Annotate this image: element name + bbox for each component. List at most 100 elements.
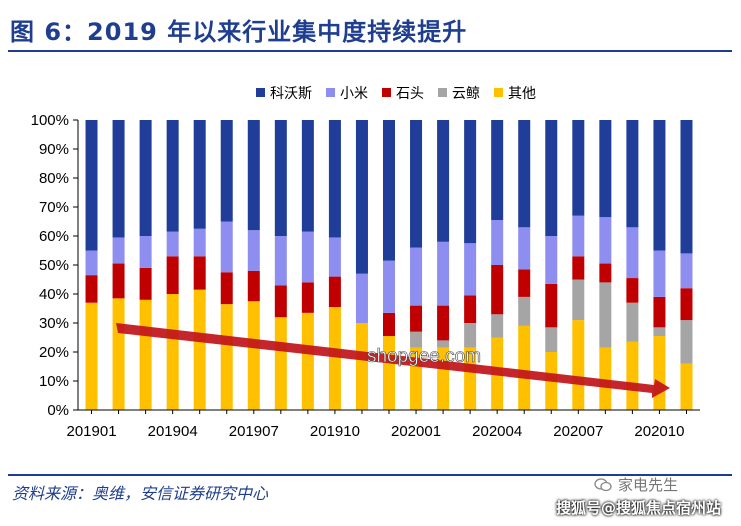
bar-segment xyxy=(193,120,206,229)
bar-segment xyxy=(437,340,450,348)
legend-item: 云鲸 xyxy=(438,86,480,102)
y-tick-label: 70% xyxy=(39,199,69,216)
y-tick-label: 10% xyxy=(39,373,69,390)
bar-segment xyxy=(491,120,504,221)
legend-label: 石头 xyxy=(396,86,424,102)
bar-segment xyxy=(166,256,179,294)
bar-stack-201908 xyxy=(274,120,287,410)
legend-item: 科沃斯 xyxy=(256,86,312,102)
bar-segment xyxy=(166,120,179,232)
bar-segment xyxy=(464,295,477,323)
bar-segment xyxy=(572,256,585,280)
bar-stack-202006 xyxy=(545,120,558,410)
legend-item: 小米 xyxy=(326,86,368,102)
bar-segment xyxy=(220,304,233,410)
x-tick-label: 201910 xyxy=(310,423,360,440)
source-divider xyxy=(8,474,732,476)
bar-segment xyxy=(274,317,287,410)
bar-segment xyxy=(464,243,477,296)
bar-segment xyxy=(518,296,531,326)
legend-swatch xyxy=(438,88,447,97)
bar-stack-201909 xyxy=(301,120,314,410)
bar-segment xyxy=(410,305,423,332)
bar-stack-202009 xyxy=(626,120,639,410)
bar-segment xyxy=(193,256,206,290)
y-tick-label: 30% xyxy=(39,315,69,332)
source-note: 资料来源：奥维，安信证券研究中心 xyxy=(12,484,269,503)
bar-segment xyxy=(599,217,612,264)
bar-stack-201907 xyxy=(247,120,260,410)
bar-stack-202007 xyxy=(572,120,585,410)
legend-swatch xyxy=(326,88,335,97)
bar-segment xyxy=(518,269,531,297)
page-title: 图 6：2019 年以来行业集中度持续提升 xyxy=(10,18,468,46)
legend-label: 云鲸 xyxy=(452,86,480,102)
bar-segment xyxy=(653,296,666,328)
bar-segment xyxy=(355,273,368,323)
bar-stack-201910 xyxy=(328,120,341,410)
bar-segment xyxy=(85,275,98,303)
trend-overlay: shopgee.com xyxy=(116,323,670,398)
bar-segment xyxy=(166,294,179,410)
bar-stack-202008 xyxy=(599,120,612,410)
bar-segment xyxy=(680,288,693,321)
bar-segment xyxy=(112,263,125,299)
bar-segment xyxy=(220,120,233,222)
bar-segment xyxy=(680,363,693,410)
y-tick-label: 60% xyxy=(39,228,69,245)
bar-segment xyxy=(653,336,666,410)
x-tick-label: 202007 xyxy=(553,423,603,440)
x-tick-label: 202001 xyxy=(391,423,441,440)
wechat-watermark: 家电先生 xyxy=(594,474,678,495)
x-axis: 201901 201904 201907 201910 202001 202004 2020… xyxy=(66,409,700,440)
bar-stack-202011 xyxy=(680,120,693,410)
bar-stack-201906 xyxy=(220,120,233,410)
bar-segment xyxy=(545,120,558,236)
bar-segment xyxy=(383,120,395,261)
bar-segment xyxy=(437,241,450,306)
y-tick-label: 40% xyxy=(39,286,69,303)
bar-segment xyxy=(491,265,504,315)
bar-segment xyxy=(464,323,477,348)
bar-segment xyxy=(328,276,341,308)
bar-segment xyxy=(383,260,395,313)
x-tick-label: 201907 xyxy=(229,423,279,440)
bar-segment xyxy=(410,331,423,348)
bar-segment xyxy=(328,237,341,277)
y-tick-label: 50% xyxy=(39,257,69,274)
site-watermark: shopgee.com xyxy=(367,346,481,367)
bar-segment xyxy=(139,236,152,268)
bar-segment xyxy=(626,302,639,342)
bar-segment xyxy=(599,347,612,410)
bar-segment xyxy=(572,120,585,216)
bar-segment xyxy=(545,236,558,284)
bar-stack-201905 xyxy=(193,120,206,410)
bar-segment xyxy=(518,120,531,228)
bar-stack-202005 xyxy=(518,120,531,410)
bar-stack-202003 xyxy=(464,120,477,410)
bar-segment xyxy=(85,250,98,276)
wechat-icon xyxy=(594,478,612,492)
legend-label: 科沃斯 xyxy=(270,86,312,102)
bar-segment xyxy=(112,298,125,410)
legend-swatch xyxy=(382,88,391,97)
bar-segment xyxy=(626,278,639,303)
x-tick-label: 202010 xyxy=(634,423,684,440)
wechat-account: 家电先生 xyxy=(618,476,679,494)
legend-label: 其他 xyxy=(508,86,536,102)
bar-segment xyxy=(328,120,341,238)
bar-segment xyxy=(572,215,585,257)
bar-segment xyxy=(274,120,287,236)
bar-stack-201902 xyxy=(112,120,125,410)
bar-segment xyxy=(626,341,639,410)
bar-stack-201903 xyxy=(139,120,152,410)
bar-segment xyxy=(247,230,260,271)
bar-segment xyxy=(85,302,98,410)
bar-segment xyxy=(301,231,314,283)
bar-segment xyxy=(680,253,693,289)
bar-segment xyxy=(545,327,558,352)
bar-segment xyxy=(220,221,233,273)
bar-segment xyxy=(599,263,612,283)
bar-segment xyxy=(383,312,395,337)
